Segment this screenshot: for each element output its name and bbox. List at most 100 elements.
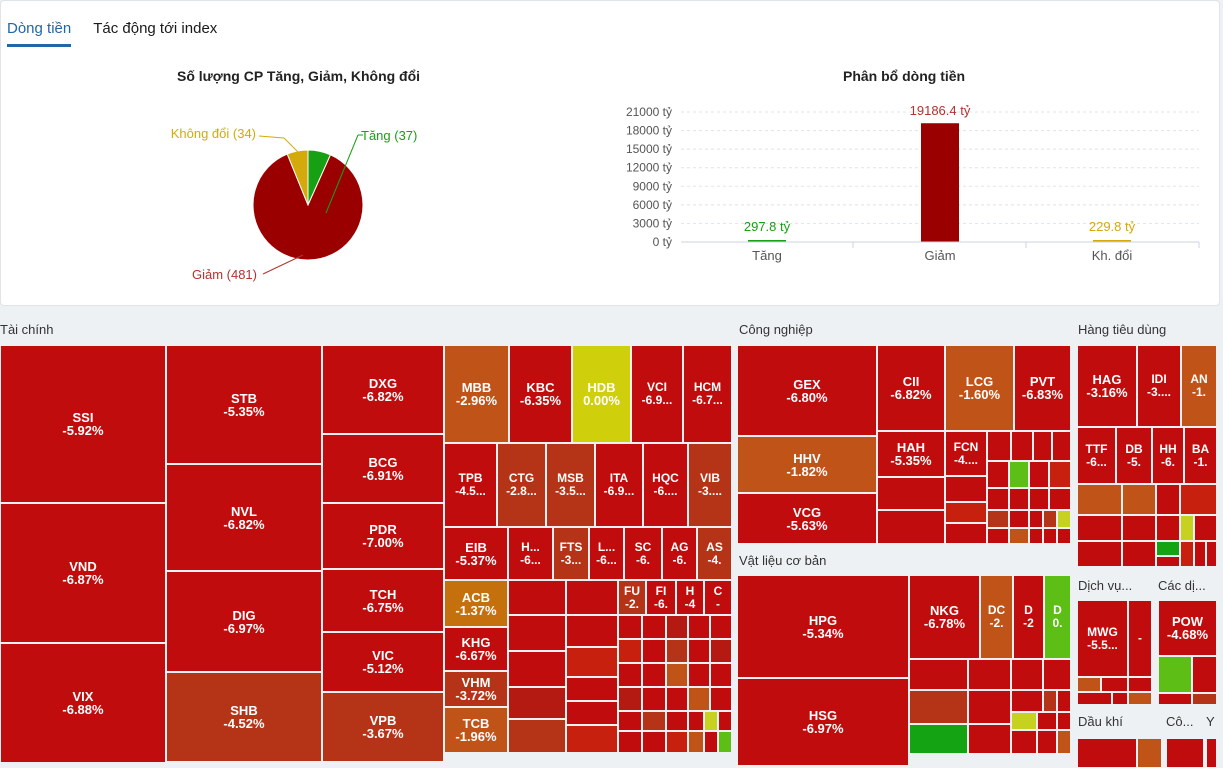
tile-ba[interactable]: BA -1.	[1184, 427, 1217, 484]
tile-unlabeled[interactable]	[710, 687, 732, 711]
tile-unlabeled[interactable]	[1192, 693, 1217, 705]
tile-hpg[interactable]: HPG -5.34%	[737, 575, 909, 678]
tile-unlabeled[interactable]	[666, 687, 688, 711]
tile-unlabeled[interactable]	[1158, 656, 1192, 693]
tile-unlabeled[interactable]	[1052, 431, 1071, 461]
tile-unlabeled[interactable]	[1192, 656, 1217, 693]
tile-hcm[interactable]: HCM -6.7...	[683, 345, 732, 443]
tile-unlabeled[interactable]	[1009, 488, 1029, 510]
tile-pow[interactable]: POW -4.68%	[1158, 600, 1217, 656]
tile-unlabeled[interactable]	[987, 461, 1009, 488]
tile-tcb[interactable]: TCB -1.96%	[444, 707, 508, 753]
tile-gex[interactable]: GEX -6.80%	[737, 345, 877, 436]
tile-unlabeled[interactable]	[642, 711, 666, 731]
tile-unlabeled[interactable]	[1029, 510, 1043, 528]
tile-unlabeled[interactable]	[666, 615, 688, 639]
tile-dc[interactable]: DC -2.	[980, 575, 1013, 659]
tile-mwg[interactable]: MWG -5.5...	[1077, 600, 1128, 677]
tile-unlabeled[interactable]	[666, 639, 688, 663]
tile-unlabeled[interactable]	[718, 711, 732, 731]
tile-unlabeled[interactable]	[968, 690, 1011, 724]
tile-unlabeled[interactable]	[1033, 431, 1052, 461]
tile-unlabeled[interactable]	[566, 725, 618, 753]
tile-ctg[interactable]: CTG -2.8...	[497, 443, 546, 527]
tile-unlabeled[interactable]	[1043, 528, 1057, 544]
tile-unlabeled[interactable]	[1137, 738, 1162, 768]
tile-unlabeled[interactable]	[1029, 461, 1049, 488]
tile-unlabeled[interactable]	[1128, 677, 1152, 692]
tile-unlabeled[interactable]	[1128, 692, 1152, 705]
tile-lcg[interactable]: LCG -1.60%	[945, 345, 1014, 431]
tile-unlabeled[interactable]	[1037, 712, 1057, 730]
tile-kbc[interactable]: KBC -6.35%	[509, 345, 572, 443]
tile-unlabeled[interactable]	[1057, 528, 1071, 544]
tile-unlabeled[interactable]	[642, 639, 666, 663]
tile-acb[interactable]: ACB -1.37%	[444, 580, 508, 627]
tile-unlabeled[interactable]	[968, 659, 1011, 690]
tile-l1[interactable]: L... -6...	[589, 527, 624, 580]
tile-ag[interactable]: AG -6.	[662, 527, 697, 580]
tile-unlabeled[interactable]	[1011, 431, 1033, 461]
tile-unlabeled[interactable]	[1156, 556, 1180, 567]
tile-unlabeled[interactable]	[688, 615, 710, 639]
tile-as[interactable]: AS -4.	[697, 527, 732, 580]
tile-unlabeled[interactable]	[1011, 659, 1043, 690]
tile-unlabeled[interactable]	[566, 580, 618, 615]
tile-unlabeled[interactable]	[1077, 677, 1101, 692]
tile-unlabeled[interactable]	[718, 731, 732, 753]
tile-unlabeled[interactable]	[642, 687, 666, 711]
tile-unlabeled[interactable]	[508, 615, 566, 651]
tile-unlabeled[interactable]	[1194, 541, 1206, 567]
tile-shb[interactable]: SHB -4.52%	[166, 672, 322, 762]
tile-d2[interactable]: D 0.	[1044, 575, 1071, 659]
tile-unlabeled[interactable]	[1166, 738, 1204, 768]
tile-unlabeled[interactable]	[987, 488, 1009, 510]
tile-vib[interactable]: VIB -3....	[688, 443, 732, 527]
tile-hdb[interactable]: HDB 0.00%	[572, 345, 631, 443]
tile-unlabeled[interactable]	[1029, 488, 1049, 510]
tile-unlabeled[interactable]	[618, 731, 642, 753]
tile-c1[interactable]: C-	[704, 580, 732, 615]
tile-vnd[interactable]: VND -6.87%	[0, 503, 166, 643]
tile-unlabeled[interactable]	[688, 639, 710, 663]
tile-unlabeled[interactable]	[1206, 541, 1217, 567]
tile-cii[interactable]: CII -6.82%	[877, 345, 945, 431]
tile-unlabeled[interactable]	[618, 687, 642, 711]
tile-unlabeled[interactable]	[1009, 510, 1029, 528]
tile-unlabeled[interactable]	[1158, 693, 1192, 705]
tile-unlabeled[interactable]	[688, 687, 710, 711]
tile-unlabeled[interactable]	[1057, 690, 1071, 712]
tile-hsg[interactable]: HSG -6.97%	[737, 678, 909, 766]
tile-dxg[interactable]: DXG -6.82%	[322, 345, 444, 434]
tile-pvt[interactable]: PVT -6.83%	[1014, 345, 1071, 431]
tile-pdr[interactable]: PDR -7.00%	[322, 503, 444, 569]
tile-unlabeled[interactable]	[642, 731, 666, 753]
tile-unlabeled[interactable]	[1077, 738, 1137, 768]
tile-unlabeled[interactable]	[666, 711, 688, 731]
tile-vci[interactable]: VCI -6.9...	[631, 345, 683, 443]
tile-unlabeled[interactable]	[710, 615, 732, 639]
tile-vix[interactable]: VIX -6.88%	[0, 643, 166, 763]
tile-unlabeled[interactable]	[1011, 690, 1043, 712]
tile-unlabeled[interactable]	[877, 477, 945, 510]
tile-unlabeled[interactable]	[1037, 730, 1057, 754]
tile-unlabeled[interactable]	[618, 711, 642, 731]
tile-unlabeled[interactable]	[1122, 541, 1156, 567]
tile-sc[interactable]: SC -6.	[624, 527, 662, 580]
tile-unlabeled[interactable]	[968, 724, 1011, 754]
tile-unlabeled[interactable]	[618, 639, 642, 663]
tile-idi[interactable]: IDI -3....	[1137, 345, 1181, 427]
tile-unlabeled[interactable]	[710, 639, 732, 663]
tile-unlabeled[interactable]	[566, 615, 618, 647]
tile-fi[interactable]: FI -6.	[646, 580, 676, 615]
tile-hag[interactable]: HAG -3.16%	[1077, 345, 1137, 427]
tile-unlabeled[interactable]	[1029, 528, 1043, 544]
tile-unlabeled[interactable]	[1077, 541, 1122, 567]
tab-tac-dong-index[interactable]: Tác động tới index	[93, 20, 218, 37]
tile-ssi[interactable]: SSI -5.92%	[0, 345, 166, 503]
tile-unlabeled[interactable]	[1011, 730, 1037, 754]
tile-unlabeled[interactable]	[945, 476, 987, 502]
tile-unlabeled[interactable]	[1077, 484, 1122, 515]
tile-unlabeled[interactable]	[987, 510, 1009, 528]
tile-unlabeled[interactable]	[1049, 461, 1071, 488]
